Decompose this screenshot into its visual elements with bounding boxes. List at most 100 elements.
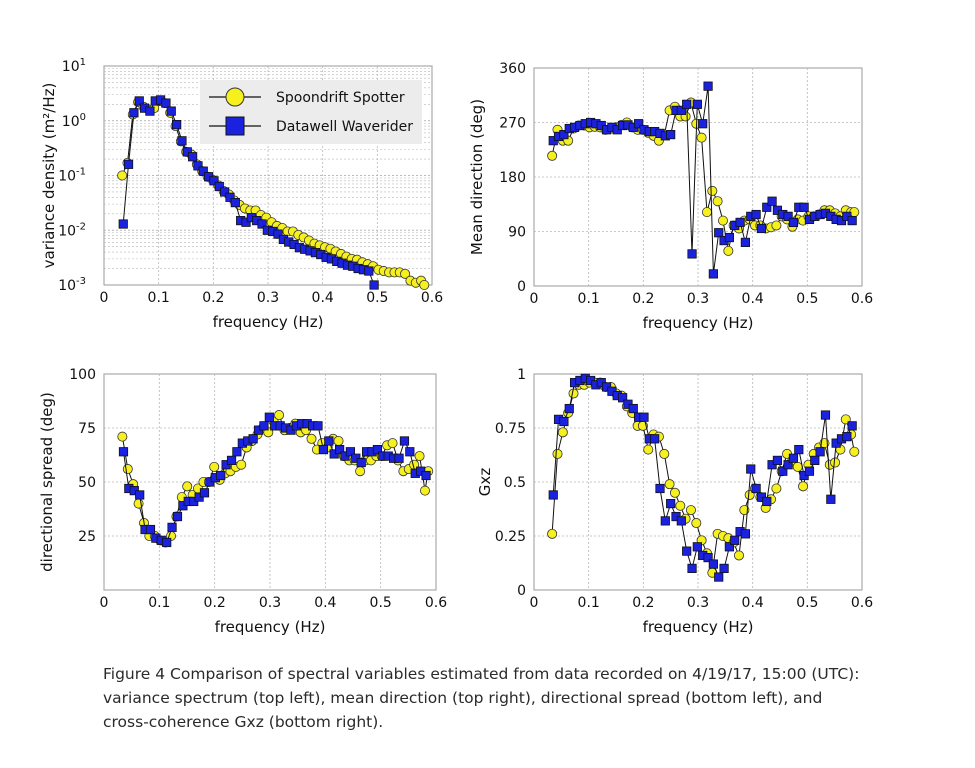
data-point — [188, 152, 198, 162]
data-point — [664, 479, 675, 490]
x-tick-label: 0.4 — [742, 291, 764, 307]
x-tick-label: 0.4 — [742, 595, 764, 611]
data-point — [557, 427, 568, 438]
data-point — [209, 176, 219, 186]
data-point — [687, 563, 697, 574]
x-tick-label: 0.3 — [687, 595, 709, 611]
data-point — [241, 217, 251, 227]
data-point — [740, 237, 750, 247]
data-point — [198, 166, 208, 176]
data-point — [547, 150, 558, 161]
chart-direction: 0 0.1 0.2 0.3 0.4 0.5 0.6 360 270 180 90 0 frequency… — [468, 61, 873, 332]
x-tick-label: 0.5 — [796, 595, 818, 611]
y-tick-label: 0 — [517, 279, 526, 295]
data-point — [714, 572, 724, 582]
data-point — [414, 451, 425, 462]
chart-gxz: 0 0.1 0.2 0.3 0.4 0.5 0.6 1 0.75 0.5 0.25 0 frequenc… — [476, 367, 873, 636]
data-point — [324, 436, 334, 446]
y-tick-label: 100 — [62, 112, 86, 130]
x-tick-label: 0.4 — [314, 595, 336, 611]
data-point — [675, 500, 686, 511]
data-point — [220, 187, 230, 197]
data-point — [145, 524, 156, 535]
data-point — [772, 455, 783, 466]
data-point — [225, 192, 235, 202]
x-axis-label: frequency (Hz) — [213, 313, 324, 331]
data-point — [264, 412, 274, 422]
data-point — [708, 269, 718, 279]
data-point — [548, 490, 558, 500]
data-point — [650, 434, 660, 444]
data-point — [739, 505, 750, 516]
y-tick-label: 0 — [517, 583, 526, 599]
legend-label: Datawell Waverider — [276, 119, 413, 135]
data-point — [735, 217, 745, 228]
data-point — [552, 448, 563, 459]
y-axis-label: directional spread (deg) — [38, 392, 56, 572]
data-point — [172, 511, 183, 522]
data-point — [751, 209, 761, 220]
data-point — [318, 444, 328, 455]
data-point — [372, 444, 383, 455]
legend-marker — [225, 116, 245, 136]
data-point — [734, 550, 745, 561]
data-point — [216, 470, 226, 481]
x-tick-label: 0.6 — [851, 291, 873, 307]
data-point — [135, 490, 145, 500]
data-point — [167, 522, 177, 532]
x-tick-label: 0.3 — [259, 595, 281, 611]
x-tick-label: 0.6 — [425, 595, 447, 611]
data-point — [788, 217, 799, 228]
data-point — [771, 220, 782, 231]
data-point — [687, 249, 697, 259]
data-point — [717, 215, 728, 226]
y-tick-label: 0.75 — [495, 421, 526, 437]
data-point — [355, 466, 366, 477]
data-point — [660, 516, 670, 526]
data-point — [117, 431, 128, 442]
data-point — [701, 207, 712, 218]
data-point — [214, 181, 224, 192]
data-point — [724, 542, 734, 552]
y-tick-label: 360 — [499, 61, 526, 77]
data-point — [771, 483, 782, 494]
data-point — [666, 130, 676, 140]
series-waverider — [548, 373, 857, 582]
data-point — [783, 211, 793, 221]
data-point — [847, 215, 857, 226]
data-point — [618, 393, 628, 403]
x-axis-label: frequency (Hz) — [643, 618, 754, 636]
data-point — [815, 447, 825, 457]
data-point — [333, 435, 344, 446]
data-point — [394, 453, 404, 463]
data-point — [847, 421, 857, 431]
data-point — [122, 464, 133, 475]
legend: Spoondrift Spotter Datawell Waverider — [200, 80, 422, 144]
y-tick-label: 25 — [78, 529, 96, 545]
data-point — [345, 447, 355, 457]
data-point — [117, 170, 128, 181]
y-tick-label: 10-2 — [58, 221, 86, 239]
data-point — [643, 444, 654, 455]
data-point — [669, 487, 680, 498]
data-point — [804, 466, 815, 476]
data-point — [778, 466, 788, 476]
data-point — [335, 444, 345, 455]
data-point — [696, 132, 707, 143]
data-point — [313, 421, 323, 431]
data-point — [799, 202, 809, 212]
data-point — [559, 130, 569, 140]
y-tick-label: 10-3 — [58, 276, 86, 294]
data-point — [703, 81, 713, 91]
data-point — [232, 447, 242, 457]
data-point — [751, 483, 761, 494]
x-tick-label: 0.1 — [578, 595, 600, 611]
data-point — [564, 403, 574, 414]
y-tick-label: 75 — [78, 421, 96, 437]
data-point — [719, 563, 729, 574]
y-tick-label: 101 — [62, 57, 86, 75]
grid — [104, 374, 436, 590]
data-point — [830, 457, 841, 468]
data-point — [248, 434, 258, 444]
data-point — [762, 496, 772, 507]
